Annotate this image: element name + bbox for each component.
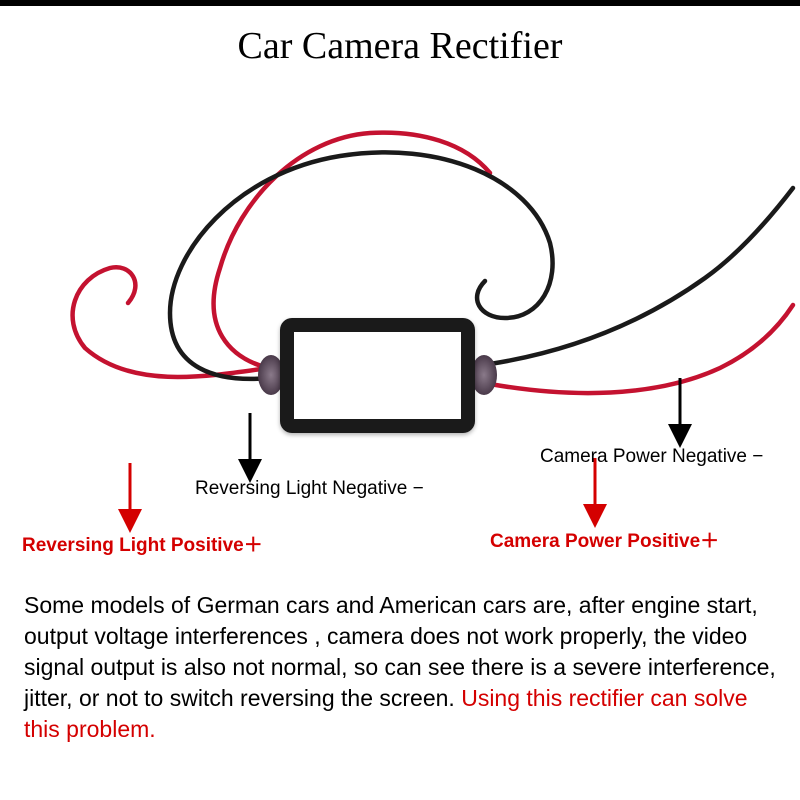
label-camera-negative: Camera Power Negative − — [540, 446, 763, 468]
rectifier-module — [280, 318, 475, 433]
label-reversing-negative: Reversing Light Negative − — [195, 478, 424, 500]
label-reversing-positive: Reversing Light Positive＋ — [22, 530, 263, 557]
wiring-diagram: Reversing Light Negative − Reversing Lig… — [0, 68, 800, 538]
label-camera-positive: Camera Power Positive＋ — [490, 526, 719, 553]
page-title: Car Camera Rectifier — [0, 24, 800, 68]
description-text: Some models of German cars and American … — [24, 590, 776, 745]
top-divider — [0, 0, 800, 6]
